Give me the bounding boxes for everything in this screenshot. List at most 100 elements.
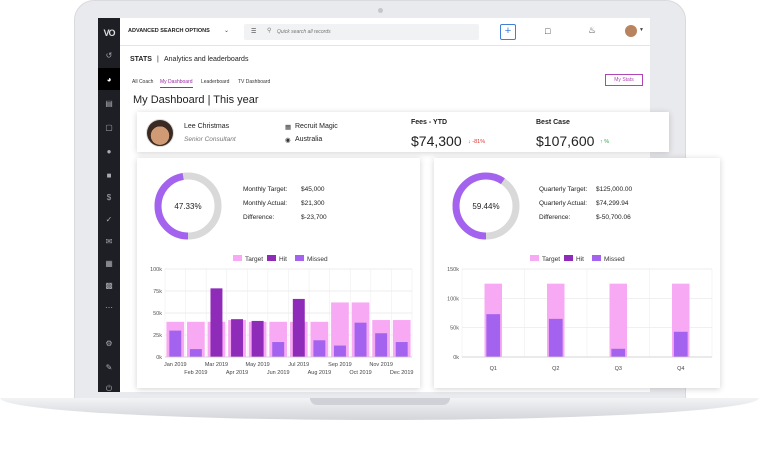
missed-bar[interactable] — [354, 322, 367, 357]
missed-bar[interactable] — [375, 333, 388, 357]
target-bar[interactable] — [331, 302, 349, 357]
clipboard-icon[interactable]: ▤ — [105, 98, 113, 108]
missed-bar[interactable] — [611, 348, 626, 357]
briefcase-icon[interactable]: ▢ — [105, 122, 113, 132]
monthly-panel: 47.33% Monthly Target: $45,000 Monthly A… — [137, 158, 420, 388]
fees-ytd-delta: ↓ -81% — [468, 139, 485, 145]
legend-label-missed[interactable]: Missed — [307, 256, 328, 263]
search-mode-select[interactable]: ADVANCED SEARCH OPTIONS — [128, 28, 210, 34]
dollar-icon[interactable]: $ — [106, 192, 112, 202]
x-tick-label: Jul 2019 — [288, 362, 309, 368]
profile-card: Lee Christmas Senior Consultant ▦ Recrui… — [137, 112, 669, 152]
my-stats-button[interactable]: My Stats — [605, 74, 643, 86]
missed-bar[interactable] — [169, 330, 182, 357]
y-tick-label: 100k — [150, 267, 162, 273]
monthly-target-value: $45,000 — [301, 186, 325, 193]
power-icon[interactable]: ⏻ — [105, 384, 113, 392]
history-icon[interactable]: ↺ — [105, 50, 113, 60]
search-icon: ⚲ — [267, 28, 272, 34]
page-section-title: STATS — [130, 56, 152, 63]
tab-all-coach[interactable]: All Coach — [132, 79, 154, 85]
legend-swatch-target[interactable] — [233, 255, 242, 261]
legend-swatch-target[interactable] — [530, 255, 539, 261]
page-section-subtitle: Analytics and leaderboards — [164, 56, 249, 63]
missed-bar[interactable] — [486, 314, 501, 357]
tab-my-dashboard[interactable]: My Dashboard — [160, 79, 193, 88]
app-logo-icon[interactable]: VO — [103, 28, 115, 38]
mail-icon[interactable]: ✉ — [105, 236, 113, 246]
missed-bar[interactable] — [333, 345, 346, 357]
user-avatar[interactable] — [625, 25, 637, 37]
legend-swatch-missed[interactable] — [295, 255, 304, 261]
arrow-up-icon: ↑ — [600, 139, 603, 145]
legend-label-missed[interactable]: Missed — [604, 256, 625, 263]
monthly-actual-value: $21,300 — [301, 200, 325, 207]
legend-label-target[interactable]: Target — [245, 256, 263, 263]
missed-bar[interactable] — [548, 318, 563, 357]
tab-leaderboard[interactable]: Leaderboard — [201, 79, 230, 85]
x-tick-label: Apr 2019 — [226, 370, 248, 376]
target-bar[interactable] — [609, 283, 628, 357]
quarterly-panel: 59.44% Quarterly Target: $125,000.00 Qua… — [434, 158, 720, 388]
legend-swatch-missed[interactable] — [592, 255, 601, 261]
y-tick-label: 25k — [153, 333, 162, 339]
quarterly-actual-value: $74,299.94 — [596, 200, 629, 207]
x-tick-label: Jan 2019 — [164, 362, 187, 368]
candidate-icon[interactable]: ● — [106, 146, 112, 156]
dashboard-icon[interactable]: ◕ — [98, 68, 120, 90]
filter-icon[interactable]: ☰ — [251, 29, 257, 35]
quarterly-actual-label: Quarterly Actual: — [539, 200, 588, 207]
target-bar[interactable] — [187, 321, 205, 357]
missed-bar[interactable] — [272, 342, 285, 357]
monthly-percent: 47.33% — [174, 202, 201, 211]
chat-icon[interactable]: □ — [545, 26, 551, 36]
add-button[interactable]: + — [500, 24, 516, 40]
missed-bar[interactable] — [313, 340, 326, 357]
legend-label-hit[interactable]: Hit — [279, 256, 287, 263]
x-tick-label: Sep 2019 — [328, 362, 352, 368]
monthly-actual-label: Monthly Actual: — [243, 200, 288, 207]
more-icon[interactable]: ⋯ — [105, 302, 113, 312]
y-tick-label: 50k — [153, 311, 162, 317]
reports-icon[interactable]: ▩ — [105, 280, 113, 290]
best-case-value: $107,600 — [536, 133, 595, 149]
contacts-icon[interactable]: ■ — [106, 170, 112, 180]
hit-bar[interactable] — [231, 319, 244, 357]
edit-icon[interactable]: ✎ — [105, 362, 113, 372]
tab-tv-dashboard[interactable]: TV Dashboard — [238, 79, 271, 85]
missed-bar[interactable] — [189, 349, 202, 357]
legend-swatch-hit[interactable] — [267, 255, 276, 261]
monthly-target-label: Monthly Target: — [243, 186, 288, 193]
laptop-base — [0, 398, 759, 420]
check-icon[interactable]: ✓ — [105, 214, 113, 224]
monthly-bar-chart: Target Hit Missed 0k 25k 50k 75k 100k Jan 2019 Fe… — [150, 255, 413, 376]
quarterly-difference-label: Difference: — [539, 214, 571, 221]
avatar-chevron-icon[interactable]: ▼ — [639, 27, 644, 33]
hit-bar[interactable] — [251, 320, 264, 357]
x-tick-label: Oct 2019 — [349, 370, 371, 376]
settings-icon[interactable]: ⚙ — [105, 338, 113, 348]
legend-label-target[interactable]: Target — [542, 256, 560, 263]
x-tick-label: Aug 2019 — [308, 370, 332, 376]
search-input[interactable] — [277, 26, 467, 38]
y-tick-label: 100k — [447, 296, 459, 302]
y-tick-label: 0k — [453, 355, 459, 361]
missed-bar[interactable] — [673, 331, 688, 357]
best-case-delta: ↑ % — [600, 139, 609, 145]
avatar — [146, 119, 174, 147]
calendar-icon[interactable]: ▦ — [105, 258, 113, 268]
monthly-ring-progress — [154, 172, 222, 240]
quarterly-target-label: Quarterly Target: — [539, 186, 588, 193]
hit-bar[interactable] — [210, 288, 223, 357]
missed-bar[interactable] — [395, 342, 408, 357]
chevron-down-icon[interactable]: ⌄ — [224, 28, 230, 34]
legend-swatch-hit[interactable] — [564, 255, 573, 261]
hit-bar[interactable] — [292, 298, 305, 357]
quarterly-ring: 59.44% — [452, 172, 520, 240]
bell-icon[interactable]: ♨ — [588, 25, 597, 35]
x-tick-label: Jun 2019 — [267, 370, 290, 376]
legend-label-hit[interactable]: Hit — [576, 256, 584, 263]
consultant-role: Senior Consultant — [184, 136, 236, 143]
x-tick-label: Nov 2019 — [369, 362, 393, 368]
company-name: Recruit Magic — [295, 123, 338, 130]
